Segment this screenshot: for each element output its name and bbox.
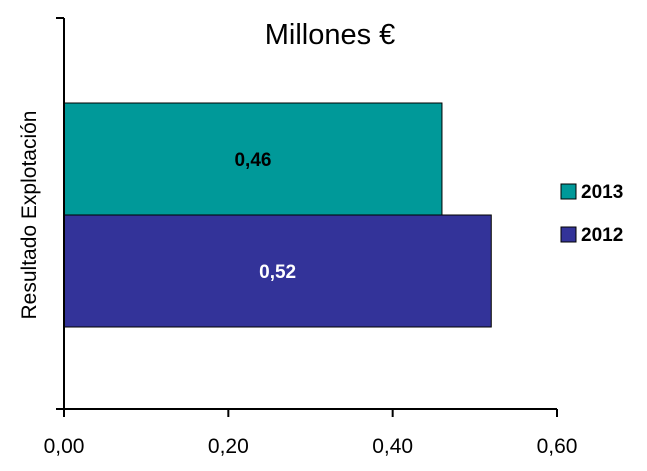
bar-2013	[63, 102, 443, 216]
x-tick-label: 0,00	[44, 435, 85, 458]
x-tick-label: 0,20	[208, 435, 249, 458]
bars-group: 0,46 0,52	[63, 102, 492, 328]
bar-2012	[63, 214, 492, 328]
chart-title: Millones €	[265, 19, 396, 51]
legend-label-2012: 2012	[581, 225, 623, 246]
x-tick-label: 0,60	[537, 435, 578, 458]
legend-swatch-2012	[560, 226, 577, 243]
legend-label-2013: 2013	[581, 182, 623, 203]
axes-group: 0,00 0,20 0,40 0,60	[44, 17, 578, 458]
y-axis-label: Resultado Explotación	[18, 111, 41, 320]
x-tick-label: 0,40	[372, 435, 413, 458]
legend: 2013 2012	[560, 182, 623, 246]
legend-swatch-2013	[560, 183, 577, 200]
data-label-2012: 0,52	[259, 262, 296, 283]
data-label-2013: 0,46	[234, 150, 271, 171]
